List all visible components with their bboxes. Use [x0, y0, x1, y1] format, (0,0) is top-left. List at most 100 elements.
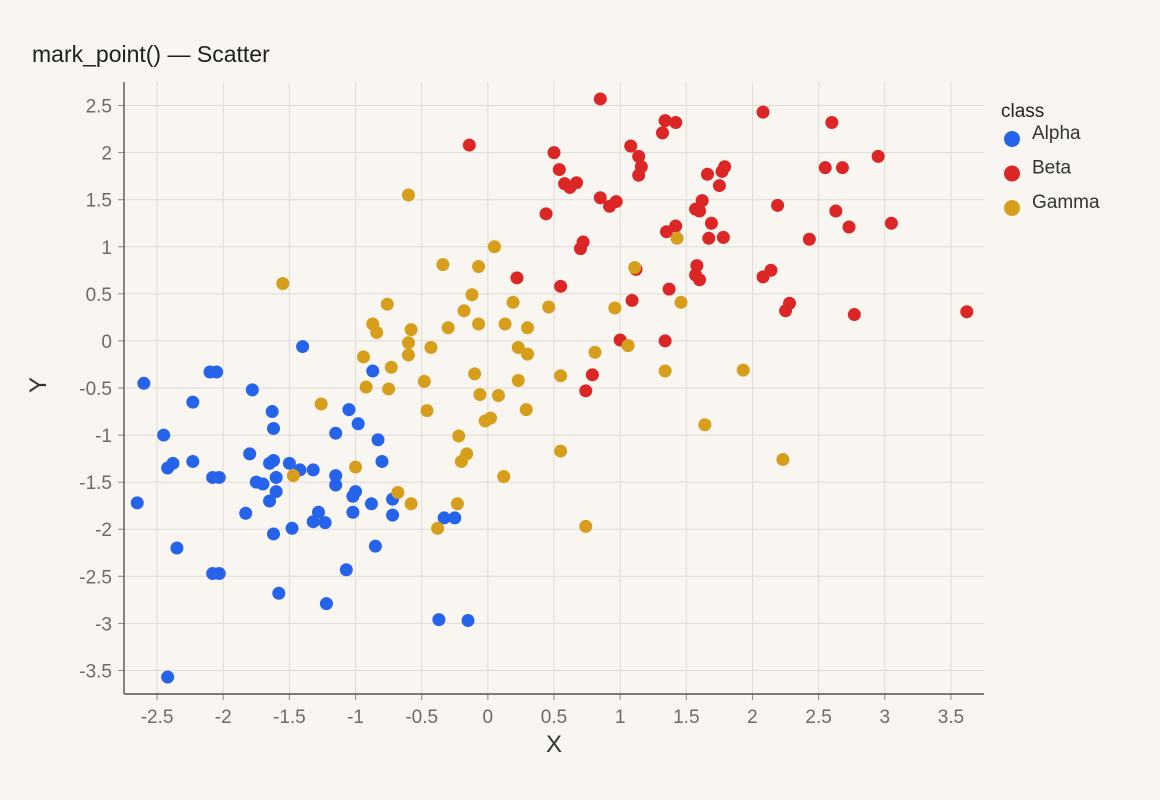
series-alpha [130, 340, 475, 684]
data-point [658, 364, 672, 378]
data-point [130, 496, 144, 510]
data-point [364, 497, 378, 511]
data-point [380, 297, 394, 311]
data-point [783, 296, 797, 310]
x-tick-label: 3.5 [938, 707, 964, 728]
legend-item-beta: Beta [1004, 158, 1072, 182]
legend-label: Alpha [1032, 123, 1081, 144]
data-point [339, 563, 353, 577]
data-point [137, 376, 151, 390]
data-point [212, 470, 226, 484]
data-point [170, 541, 184, 555]
data-point [593, 191, 607, 205]
data-point [157, 428, 171, 442]
data-point [712, 179, 726, 193]
data-point [700, 167, 714, 181]
data-point [506, 295, 520, 309]
y-tick-label: 0 [101, 332, 112, 353]
data-point [256, 477, 270, 491]
x-tick-label: -2.5 [141, 707, 174, 728]
data-point [420, 404, 434, 418]
data-point [521, 347, 535, 361]
data-point [432, 613, 446, 627]
data-point [452, 429, 466, 443]
data-point [272, 586, 286, 600]
data-point [497, 470, 511, 484]
data-point [483, 411, 497, 425]
data-point [695, 194, 709, 208]
data-point [718, 160, 732, 174]
data-point [370, 325, 384, 339]
data-point [842, 220, 856, 234]
data-point [269, 470, 283, 484]
data-point [491, 389, 505, 403]
data-point [519, 403, 533, 417]
data-point [825, 115, 839, 129]
data-point [239, 506, 253, 520]
legend-label: Beta [1032, 158, 1072, 179]
data-point [658, 114, 672, 128]
data-point [632, 168, 646, 182]
data-point [736, 363, 750, 377]
data-point [487, 240, 501, 254]
data-point [161, 670, 175, 684]
x-tick-label: -2 [215, 707, 232, 728]
data-point [702, 231, 716, 245]
data-point [457, 304, 471, 318]
x-tick-label: 1 [615, 707, 626, 728]
x-tick-label: 2 [747, 707, 758, 728]
data-point [655, 126, 669, 140]
data-point [382, 382, 396, 396]
data-point [624, 139, 638, 153]
data-point [511, 373, 525, 387]
data-point [314, 397, 328, 411]
data-point [391, 486, 405, 500]
data-point [461, 614, 475, 628]
data-point [424, 341, 438, 355]
data-point [539, 207, 553, 221]
data-point [542, 300, 556, 314]
data-point [884, 216, 898, 230]
data-point [349, 460, 363, 474]
x-axis: -2.5 -2 -1.5 -1 -0.5 0 0.5 1 1.5 2 2.5 3 3.5 [124, 693, 984, 728]
series-gamma [276, 188, 790, 535]
data-point [441, 321, 455, 335]
legend-item-gamma: Gamma [1004, 192, 1100, 216]
legend-title: class [1001, 101, 1044, 122]
data-point [460, 447, 474, 461]
data-point [276, 276, 290, 290]
data-point [267, 527, 281, 541]
y-tick-label: 2 [101, 144, 112, 165]
data-point [625, 293, 639, 307]
data-point [468, 367, 482, 381]
data-point [436, 258, 450, 272]
data-point [366, 364, 380, 378]
data-point [510, 271, 524, 285]
data-point [669, 115, 683, 129]
x-tick-label: -0.5 [405, 707, 438, 728]
data-point [356, 350, 370, 364]
data-point [609, 195, 623, 209]
data-point [267, 453, 281, 467]
data-point [462, 138, 476, 152]
data-point [669, 219, 683, 233]
data-point [166, 456, 180, 470]
data-point [716, 230, 730, 244]
data-point [404, 497, 418, 511]
data-point [628, 260, 642, 274]
data-point [404, 323, 418, 337]
chart-title: mark_point() — Scatter [32, 41, 270, 67]
data-point [285, 521, 299, 535]
y-tick-label: 1.5 [86, 191, 112, 212]
data-point [465, 288, 479, 302]
data-point [693, 204, 707, 218]
y-tick-label: -3.5 [79, 661, 112, 682]
data-point [437, 511, 451, 525]
data-point [552, 163, 566, 177]
data-point [511, 341, 525, 355]
y-tick-label: 2.5 [86, 97, 112, 118]
data-point [472, 260, 486, 274]
y-tick-label: 0.5 [86, 285, 112, 306]
y-tick-label: -0.5 [79, 379, 112, 400]
data-point [267, 421, 281, 435]
